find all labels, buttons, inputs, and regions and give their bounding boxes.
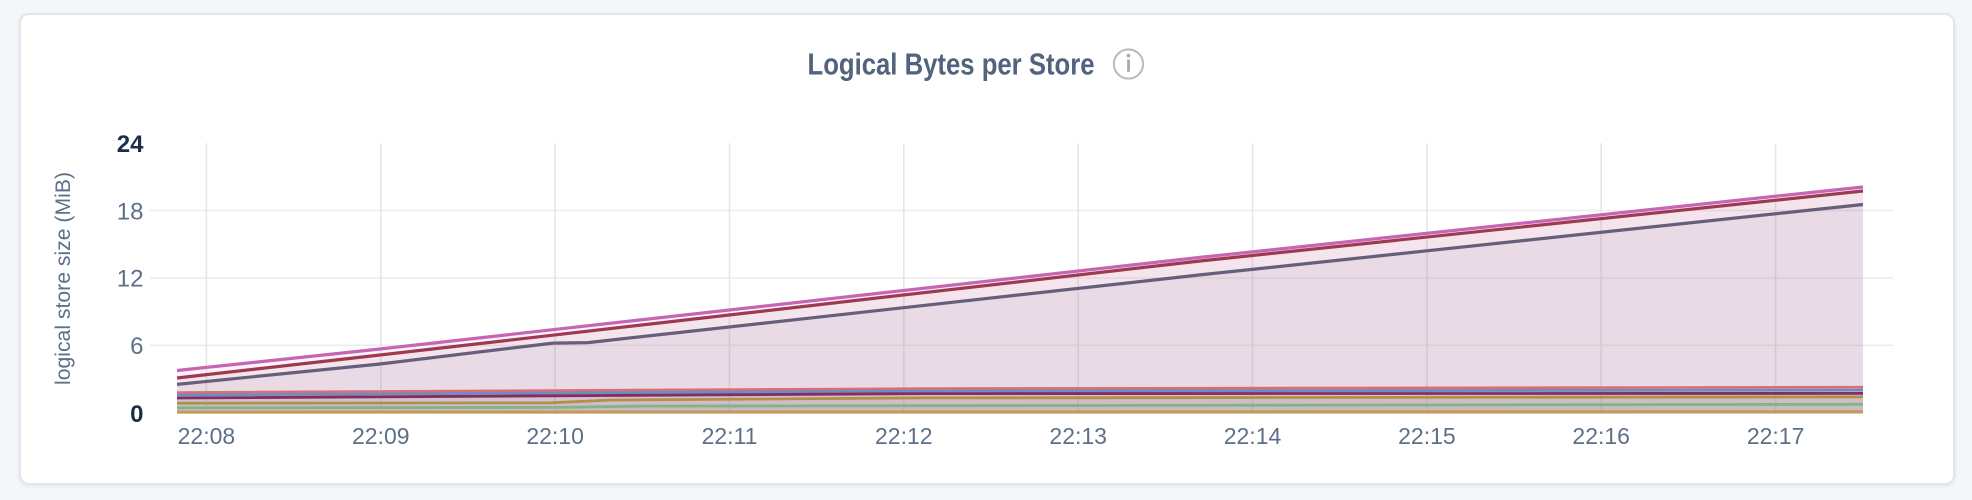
svg-text:logical store size (MiB): logical store size (MiB) [51,172,75,385]
svg-text:22:15: 22:15 [1398,423,1456,449]
svg-text:22:09: 22:09 [352,423,410,449]
svg-text:0: 0 [130,401,143,428]
svg-text:22:13: 22:13 [1049,423,1107,449]
svg-text:22:17: 22:17 [1747,423,1805,449]
svg-text:18: 18 [117,198,144,225]
svg-text:22:10: 22:10 [526,423,584,449]
svg-text:6: 6 [130,333,143,360]
svg-text:22:14: 22:14 [1224,423,1282,449]
svg-text:12: 12 [117,266,144,293]
svg-text:Logical Bytes per Store: Logical Bytes per Store [808,47,1095,82]
svg-text:22:08: 22:08 [178,423,236,449]
svg-text:22:16: 22:16 [1572,423,1630,449]
svg-text:22:12: 22:12 [875,423,933,449]
svg-text:24: 24 [117,131,144,158]
svg-text:22:11: 22:11 [702,423,758,449]
